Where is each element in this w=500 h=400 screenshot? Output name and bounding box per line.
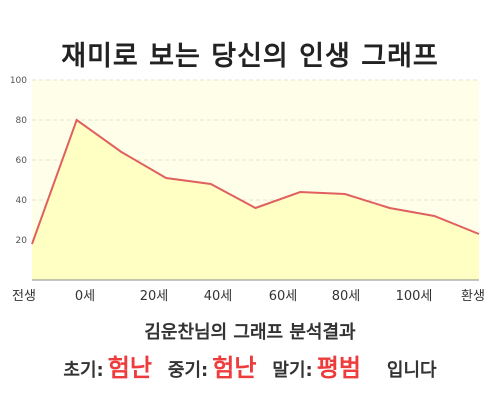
- series-area: [32, 120, 479, 280]
- x-tick-label: 전생: [12, 289, 36, 304]
- analysis-stages: 초기: 험난 중기: 험난 말기: 평범 입니다: [0, 348, 500, 382]
- stage-middle-label: 중기:: [167, 360, 209, 381]
- y-tick-label: 100: [10, 76, 27, 86]
- stage-middle-value: 험난: [212, 354, 257, 382]
- life-graph-chart: 20 40 60 80 100 전생 0세 20세 40세 60세 80세 100세 환생: [10, 76, 485, 304]
- y-tick-label: 40: [16, 196, 28, 206]
- x-tick-label: 0세: [75, 289, 95, 304]
- x-axis-tick-labels: 전생 0세 20세 40세 60세 80세 100세 환생: [12, 289, 485, 304]
- x-tick-label: 100세: [396, 289, 433, 304]
- page-title: 재미로 보는 당신의 인생 그래프: [61, 41, 439, 72]
- series-line: [31, 118, 480, 245]
- y-tick-label: 80: [16, 116, 28, 126]
- stage-early-label: 초기:: [63, 360, 104, 381]
- x-tick-label: 40세: [204, 289, 233, 304]
- stage-late-value: 평범: [316, 354, 361, 382]
- y-tick-label: 20: [16, 236, 28, 246]
- stage-late-label: 말기:: [272, 360, 313, 381]
- x-tick-label: 20세: [140, 289, 169, 304]
- stage-suffix: 입니다: [386, 360, 437, 381]
- x-tick-label: 80세: [332, 289, 361, 304]
- analysis-subject: 김운찬님의 그래프 분석결과: [144, 322, 356, 343]
- x-tick-label: 60세: [269, 289, 298, 304]
- stage-early-value: 험난: [107, 354, 152, 382]
- y-axis-tick-labels: 20 40 60 80 100: [10, 76, 27, 246]
- x-tick-label: 환생: [461, 289, 485, 304]
- y-tick-label: 60: [16, 156, 28, 166]
